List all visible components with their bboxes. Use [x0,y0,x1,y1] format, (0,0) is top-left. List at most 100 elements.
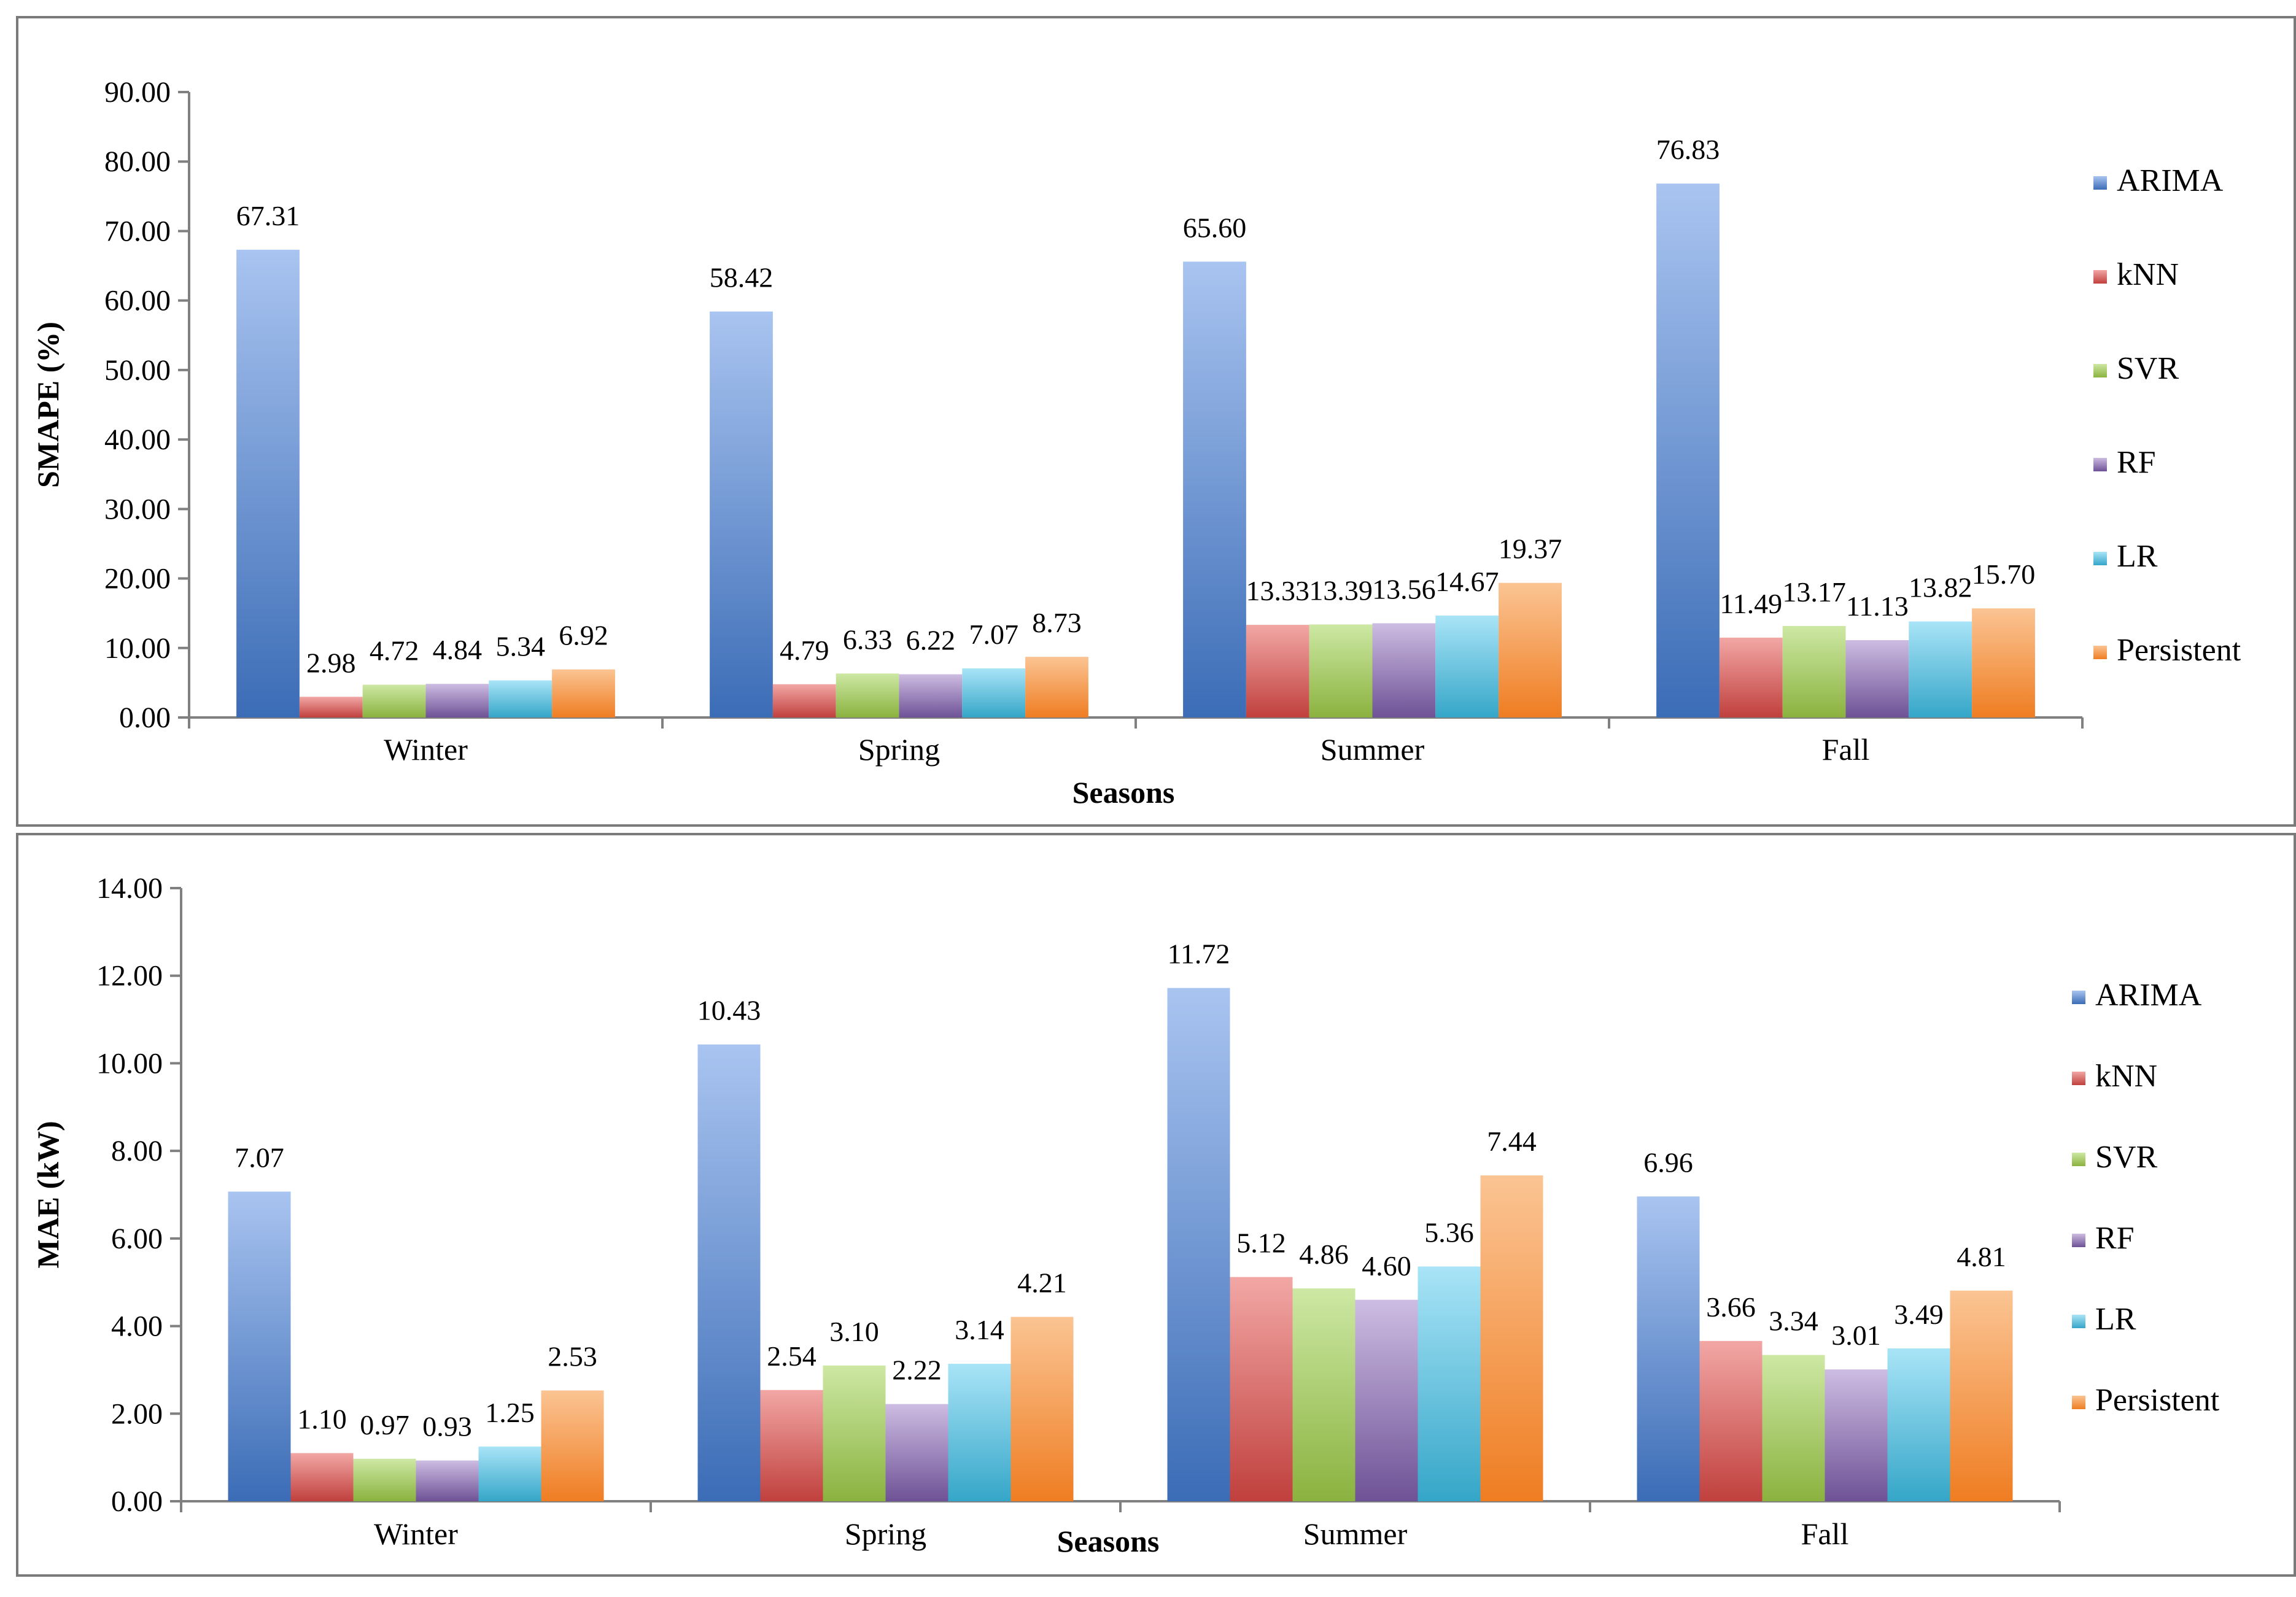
data-label: 76.83 [1656,134,1720,165]
data-label: 4.79 [780,635,829,666]
data-label: 2.54 [767,1340,816,1372]
x-axis-title: Seasons [1057,1524,1160,1558]
y-tick-label: 90.00 [104,76,171,109]
y-tick-label: 4.00 [111,1310,163,1343]
data-label: 65.60 [1183,212,1247,243]
y-tick-label: 8.00 [111,1135,163,1167]
y-tick-label: 60.00 [104,285,171,317]
bar-arima-spring [697,1044,761,1501]
bar-persistent-winter [541,1390,604,1501]
y-axis-title: MAE (kW) [31,1121,65,1268]
bar-rf-spring [899,674,963,717]
data-label: 4.21 [1017,1267,1067,1299]
bar-svr-fall [1782,625,1846,717]
legend-swatch-knn [2072,1072,2085,1085]
chart-frame [16,16,2296,827]
bar-lr-winter [478,1446,541,1501]
data-label: 3.10 [829,1316,879,1347]
bar-rf-winter [416,1460,479,1501]
bar-knn-fall [1719,637,1783,717]
legend-swatch-lr [2072,1315,2085,1328]
bar-svr-winter [362,684,426,717]
data-label: 3.34 [1769,1305,1818,1337]
data-label: 13.39 [1309,574,1373,606]
legend-label-svr: SVR [2117,351,2179,386]
data-label: 6.92 [559,620,608,651]
legend-swatch-arima [2072,991,2085,1004]
legend-swatch-persistent [2093,646,2107,659]
y-tick-label: 20.00 [104,563,171,595]
bar-knn-spring [772,684,836,717]
legend-swatch-rf [2093,458,2107,471]
bar-arima-winter [236,249,300,717]
bar-knn-fall [1699,1340,1763,1501]
bar-arima-fall [1637,1196,1700,1501]
y-axis-title: SMAPE (%) [31,322,65,488]
legend-label-arima: ARIMA [2095,978,2202,1013]
bar-persistent-winter [552,669,615,717]
y-tick-label: 0.00 [111,1485,163,1518]
legend-swatch-knn [2093,270,2107,284]
y-tick-label: 6.00 [111,1223,163,1255]
bar-knn-summer [1246,625,1309,717]
x-tick-label: Fall [1822,732,1870,767]
data-label: 3.66 [1706,1291,1756,1323]
bar-lr-spring [948,1363,1011,1501]
bar-arima-summer [1167,988,1230,1501]
data-label: 3.01 [1831,1320,1881,1351]
bar-persistent-fall [1950,1290,2013,1501]
data-label: 58.42 [710,262,774,293]
bar-svr-spring [836,673,899,717]
bar-rf-fall [1825,1369,1888,1501]
y-tick-label: 2.00 [111,1398,163,1430]
legend-label-rf: RF [2095,1221,2135,1256]
chart-frame [16,833,2296,1577]
chart-panel-1: 0.00 10.00 20.00 30.00 40.00 50.00 60.00 70.00 8… [16,16,2296,827]
legend-label-knn: kNN [2095,1059,2157,1094]
data-label: 7.07 [969,619,1018,650]
y-tick-label: 12.00 [96,960,163,992]
data-label: 8.73 [1032,607,1082,638]
bar-rf-fall [1845,640,1909,717]
data-label: 13.82 [1909,572,1972,603]
y-tick-label: 10.00 [104,632,171,665]
bar-persistent-summer [1499,582,1562,717]
legend-label-persistent: Persistent [2095,1383,2220,1418]
data-label: 3.14 [955,1314,1004,1345]
legend-swatch-arima [2093,176,2107,190]
data-label: 67.31 [236,200,300,231]
bar-rf-spring [885,1404,948,1501]
bar-arima-summer [1183,261,1246,717]
data-label: 0.97 [360,1409,409,1440]
bar-persistent-spring [1010,1317,1074,1501]
legend-swatch-svr [2072,1153,2085,1166]
data-label: 3.49 [1894,1299,1944,1330]
data-label: 1.25 [485,1397,535,1428]
data-label: 14.67 [1435,566,1499,597]
x-tick-label: Summer [1321,732,1425,767]
x-tick-label: Summer [1303,1517,1408,1551]
bar-arima-fall [1656,184,1720,718]
bar-knn-summer [1230,1277,1293,1501]
bar-persistent-summer [1480,1175,1543,1501]
bar-lr-winter [489,680,553,717]
data-label: 5.34 [495,631,545,662]
data-label: 5.12 [1236,1228,1286,1259]
data-label: 11.13 [1846,590,1909,622]
data-label: 4.60 [1362,1250,1411,1282]
legend-label-arima: ARIMA [2117,163,2224,198]
bar-svr-summer [1309,624,1373,717]
data-label: 2.22 [892,1355,942,1386]
legend-label-lr: LR [2117,539,2158,574]
data-label: 4.84 [433,634,483,665]
data-label: 15.70 [1972,559,2036,590]
data-label: 6.22 [906,625,956,656]
data-label: 11.49 [1720,588,1782,619]
y-tick-label: 80.00 [104,145,171,178]
data-label: 11.72 [1168,938,1230,970]
bar-lr-fall [1887,1348,1950,1501]
bar-lr-summer [1435,615,1499,717]
data-label: 4.86 [1299,1239,1349,1270]
